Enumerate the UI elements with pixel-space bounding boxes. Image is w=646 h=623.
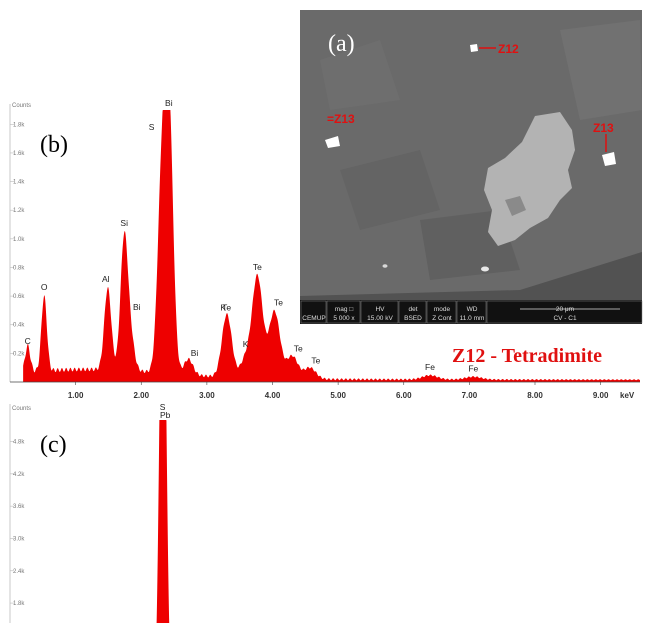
peak-label: S bbox=[149, 122, 155, 132]
peak-label: Te bbox=[294, 344, 303, 354]
spectrum-b: Counts 0.2k 0.4k 0.6k 0.8k 1.0k 1.2k 1.4k 1.6k 1… bbox=[8, 98, 640, 400]
spectrum-c-area bbox=[144, 420, 184, 623]
databar-cell-bottom: Z Cont bbox=[432, 315, 452, 322]
x-tick-label: 8.00 bbox=[527, 391, 543, 400]
sem-particle bbox=[382, 264, 388, 268]
databar-cell bbox=[456, 300, 487, 324]
y-tick-label: 3.6k bbox=[13, 504, 25, 510]
y-tick-label: 4.2k bbox=[13, 472, 25, 478]
databar-cell bbox=[300, 300, 327, 324]
spectrum-b-y-ticks: 0.2k 0.4k 0.6k 0.8k 1.0k 1.2k 1.4k 1.6k 1.8k bbox=[10, 122, 25, 357]
sem-label-z13a: =Z13 bbox=[327, 112, 355, 126]
databar-cell-top: 20 μm bbox=[556, 306, 574, 313]
databar-cell-bottom: BSED bbox=[404, 315, 422, 322]
peak-label: Al bbox=[102, 274, 110, 284]
sem-particle-z13b bbox=[602, 152, 616, 166]
databar-cell-top: HV bbox=[375, 306, 385, 313]
spectrum-c-ylabel: Counts bbox=[12, 406, 31, 412]
databar-cell-top: mode bbox=[434, 306, 451, 313]
databar-cell-bottom: 5 000 x bbox=[333, 315, 355, 322]
peak-label: S bbox=[160, 402, 166, 412]
peak-label: Te bbox=[274, 298, 283, 308]
y-tick-label: 1.4k bbox=[13, 180, 25, 186]
spectrum-b-annotation: Z12 - Tetradimite bbox=[452, 345, 602, 367]
y-tick-label: 0.6k bbox=[13, 294, 25, 300]
databar-cell-bottom: 11.0 mm bbox=[460, 315, 485, 322]
x-tick-label: 5.00 bbox=[330, 391, 346, 400]
spectrum-b-xunit: keV bbox=[620, 391, 635, 400]
y-tick-label: 3.0k bbox=[13, 536, 25, 542]
peak-label: Fe bbox=[468, 364, 478, 374]
sem-particle-z13a bbox=[325, 136, 340, 148]
sem-label-z12: Z12 bbox=[498, 42, 519, 56]
spectrum-c: Counts 1.8k 2.4k 3.0k 3.6k 4.2k 4.8k SPb (c) bbox=[9, 402, 184, 623]
spectrum-b-ylabel: Counts bbox=[12, 103, 31, 109]
databar-cell-bottom: CEMUP bbox=[302, 315, 325, 322]
panel-label-b: (b) bbox=[40, 132, 68, 158]
sem-bright-grain bbox=[484, 112, 575, 246]
peak-label: O bbox=[41, 282, 48, 292]
x-tick-label: 6.00 bbox=[396, 391, 412, 400]
sem-dark-region bbox=[300, 252, 642, 300]
sem-particle bbox=[481, 266, 489, 272]
sem-databar-cells: CEMUP mag □ 5 000 x HV 15.00 kV det BSED mode Z … bbox=[300, 300, 643, 324]
peak-label: Fe bbox=[425, 362, 435, 372]
sem-databar bbox=[300, 300, 642, 324]
x-tick-label: 1.00 bbox=[68, 391, 84, 400]
peak-label: Si bbox=[120, 218, 128, 228]
sem-label-z13b: Z13 bbox=[593, 121, 614, 135]
sem-grain bbox=[560, 20, 642, 120]
y-tick-label: 4.8k bbox=[13, 440, 25, 446]
y-tick-label: 1.6k bbox=[13, 151, 25, 157]
databar-cell bbox=[426, 300, 457, 324]
peak-label: Te bbox=[222, 302, 231, 312]
sem-image: Z12 =Z13 Z13 (a) CEMUP mag □ 5 000 x HV 15.0… bbox=[300, 10, 643, 324]
peak-label: K bbox=[243, 339, 249, 349]
peak-label: Bi bbox=[191, 348, 199, 358]
spectrum-c-y-ticks: 1.8k 2.4k 3.0k 3.6k 4.2k 4.8k bbox=[10, 440, 25, 607]
sem-grain bbox=[340, 150, 440, 230]
peak-label: C bbox=[25, 336, 31, 346]
sem-grain bbox=[320, 40, 400, 110]
x-tick-label: 2.00 bbox=[133, 391, 149, 400]
databar-cell-bottom: CV - C1 bbox=[553, 315, 577, 322]
spectrum-b-x-ticks: 1.00 2.00 3.00 4.00 5.00 6.00 7.00 8.00 9.00 bbox=[68, 382, 609, 400]
spectrum-c-peak-labels: SPb bbox=[160, 402, 171, 420]
panel-label-c: (c) bbox=[40, 432, 67, 458]
databar-cell bbox=[360, 300, 399, 324]
peak-label: Te bbox=[311, 355, 320, 365]
sem-particle-z12 bbox=[470, 44, 478, 52]
databar-cell bbox=[398, 300, 427, 324]
panel-label-a: (a) bbox=[328, 31, 355, 57]
peak-label: Te bbox=[253, 262, 262, 272]
databar-cell bbox=[326, 300, 361, 324]
databar-cell-bottom: 15.00 kV bbox=[367, 315, 393, 322]
peak-label: K bbox=[220, 302, 226, 312]
databar-cell bbox=[486, 300, 643, 324]
peak-label: Bi bbox=[165, 98, 173, 108]
y-tick-label: 0.8k bbox=[13, 265, 25, 271]
x-tick-label: 4.00 bbox=[265, 391, 281, 400]
databar-cell-top: det bbox=[408, 306, 417, 313]
x-tick-label: 9.00 bbox=[593, 391, 609, 400]
y-tick-label: 0.4k bbox=[13, 323, 25, 329]
y-tick-label: 1.2k bbox=[13, 208, 25, 214]
y-tick-label: 1.8k bbox=[13, 601, 25, 607]
x-tick-label: 3.00 bbox=[199, 391, 215, 400]
peak-label: Bi bbox=[133, 302, 141, 312]
y-tick-label: 1.0k bbox=[13, 237, 25, 243]
sem-inclusion bbox=[505, 196, 526, 216]
y-tick-label: 2.4k bbox=[13, 569, 25, 575]
x-tick-label: 7.00 bbox=[462, 391, 478, 400]
databar-cell-top: WD bbox=[467, 306, 478, 313]
y-tick-label: 0.2k bbox=[13, 351, 25, 357]
y-tick-label: 1.8k bbox=[13, 122, 25, 128]
peak-label: Pb bbox=[160, 410, 171, 420]
databar-cell-top: mag □ bbox=[335, 306, 353, 313]
